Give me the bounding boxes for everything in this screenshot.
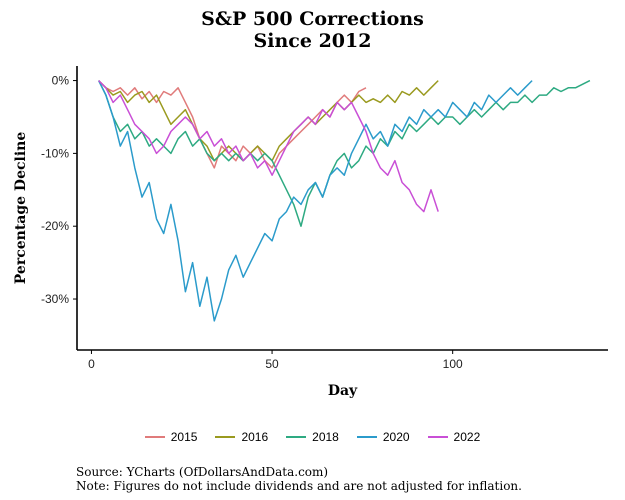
y-tick-label: -20% [41,219,69,233]
y-axis-label: Percentage Decline [13,132,29,285]
legend-label: 2015 [170,430,198,444]
x-tick-label: 50 [265,357,279,371]
x-axis-label: Day [328,383,358,399]
x-tick-label: 100 [443,357,463,371]
y-tick-label: -10% [41,146,69,160]
series-line-2018 [98,79,591,227]
legend-swatch [286,436,307,438]
axes: 0 50 100 0% -10% -20% -30% [41,66,608,371]
legend: 2015 2016 2018 2020 2022 [0,430,625,444]
series-line-2022 [98,80,439,213]
legend-item-2018: 2018 [286,430,339,444]
legend-swatch [144,436,165,438]
chart-title-line-1: S&P 500 Corrections [201,8,424,30]
source-note: Source: YCharts (OfDollarsAndData.com) [76,465,329,479]
legend-swatch [427,436,448,438]
chart-title-line-2: Since 2012 [253,30,372,52]
legend-label: 2022 [453,430,481,444]
legend-item-2022: 2022 [427,430,481,444]
series-line-2020 [98,80,533,322]
x-tick-label: 0 [88,357,95,371]
series-lines [98,79,591,322]
legend-item-2015: 2015 [144,430,198,444]
y-tick-label: 0% [52,74,70,88]
legend-item-2016: 2016 [215,430,268,444]
disclaimer-note: Note: Figures do not include dividends a… [76,479,522,493]
legend-swatch [356,436,377,438]
legend-label: 2016 [241,430,269,444]
legend-swatch [215,436,236,438]
legend-label: 2020 [382,430,410,444]
y-tick-label: -30% [41,292,69,306]
legend-label: 2018 [312,430,339,444]
legend-item-2020: 2020 [356,430,410,444]
